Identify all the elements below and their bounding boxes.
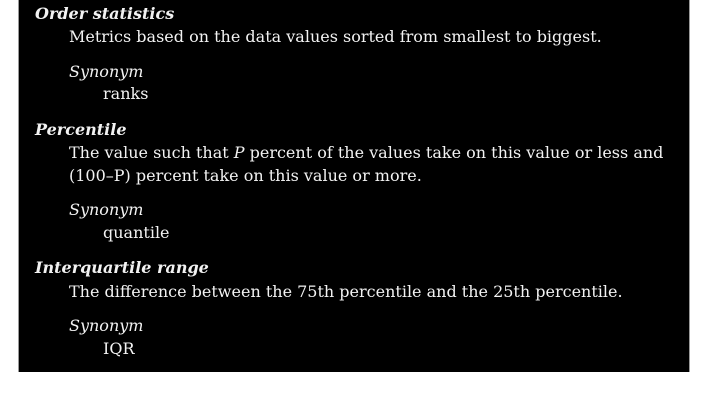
definition-text: percent of the values take on this value… (69, 143, 664, 185)
term-percentile: Percentile (35, 120, 127, 139)
term-interquartile-range: Interquartile range (35, 258, 209, 277)
synonym-label: Synonym (69, 200, 144, 219)
variable-p: P (233, 143, 245, 162)
definition-text: The value such that (69, 143, 234, 162)
synonym-value-quantile: quantile (103, 223, 170, 242)
synonym-value-iqr: IQR (103, 339, 135, 358)
synonym-value-ranks: ranks (103, 84, 149, 103)
glossary-box: Order statistics Metrics based on the da… (18, 0, 690, 372)
definition-order-statistics: Metrics based on the data values sorted … (69, 27, 602, 46)
synonym-label: Synonym (69, 62, 144, 81)
definition-percentile: The value such that P percent of the val… (69, 141, 681, 187)
synonym-label: Synonym (69, 316, 144, 335)
term-order-statistics: Order statistics (35, 4, 175, 23)
definition-interquartile-range: The difference between the 75th percenti… (69, 282, 623, 301)
